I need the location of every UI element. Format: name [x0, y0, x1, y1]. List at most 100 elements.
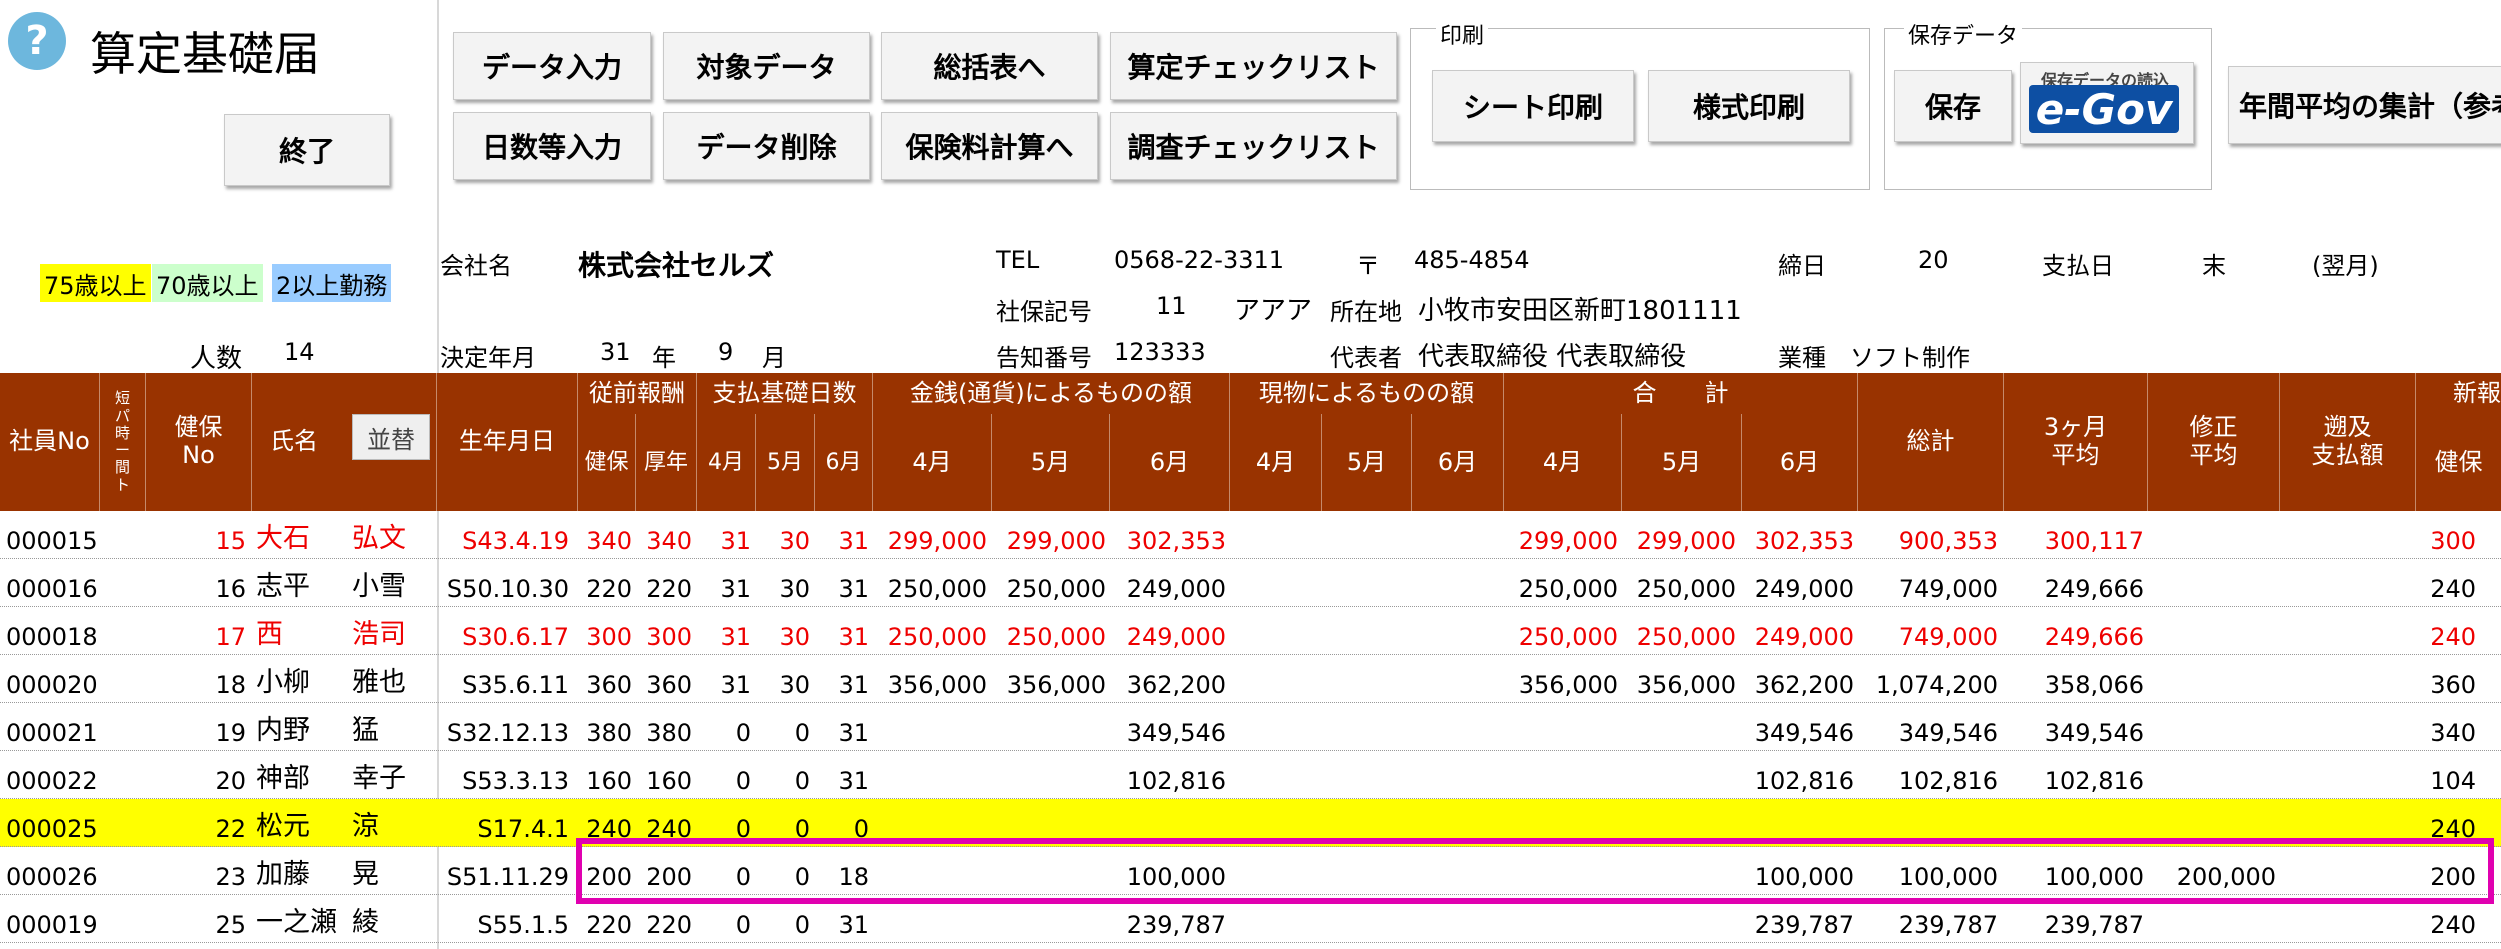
cell-emp-no: 000021 [6, 719, 98, 747]
exit-button[interactable]: 終了 [224, 114, 390, 186]
print-group [1410, 28, 1870, 190]
cell-money-apr: 356,000 [887, 671, 987, 699]
data-delete-button[interactable]: データ削除 [663, 112, 870, 180]
cell-days-apr: 31 [720, 575, 751, 603]
table-row[interactable]: 000019 25 一之瀬綾 S55.1.5 220 220 0 0 31 239,787 239,… [0, 895, 2501, 943]
cell-total-jun: 349,546 [1754, 719, 1854, 747]
target-data-button[interactable]: 対象データ [663, 32, 870, 100]
table-row[interactable]: 000021 19 内野 猛 S32.12.13 380 380 0 0 31 349,546 349… [0, 703, 2501, 751]
cell-days-jun: 31 [838, 623, 869, 651]
cell-avg3: 100,000 [2044, 863, 2144, 891]
survey-checklist-button[interactable]: 調査チェックリスト [1110, 112, 1397, 180]
cell-money-jun: 362,200 [1126, 671, 1226, 699]
cell-new-kenpo: 340 [2430, 719, 2476, 747]
days-input-button[interactable]: 日数等入力 [453, 112, 651, 180]
cell-money-may [992, 751, 1106, 799]
cell-emp-no: 000026 [6, 863, 98, 891]
month-unit: 月 [762, 344, 786, 372]
cell-fix-avg [2148, 703, 2276, 751]
cell-days-may: 30 [779, 671, 810, 699]
cell-total-apr: 250,000 [1518, 623, 1618, 651]
postal-label: 〒 [1356, 252, 1380, 280]
col-avg3: 3ヶ月 平均 [2004, 373, 2148, 511]
table-row[interactable]: 000018 17 西 浩司 S30.6.17 300 300 31 30 31 250,000 25… [0, 607, 2501, 655]
cell-last-name: 一之瀬 [256, 907, 337, 938]
col-days-apr: 4月 [697, 414, 756, 511]
notice-label: 告知番号 [996, 344, 1092, 372]
col-kenpo-no: 健保 No [146, 373, 252, 511]
cell-total-may [1622, 751, 1736, 799]
cell-first-name: 幸子 [352, 763, 406, 794]
cell-days-apr: 31 [720, 671, 751, 699]
cell-avg3: 102,816 [2044, 767, 2144, 795]
cell-fix-avg [2148, 655, 2276, 703]
cell-new-kenpo: 104 [2430, 767, 2476, 795]
cell-last-name: 西 [256, 619, 283, 650]
cell-retro [2280, 703, 2412, 751]
cell-kenpo-no: 17 [215, 623, 246, 651]
cell-prev-kosei: 300 [646, 623, 692, 651]
payday-value: 末 [2202, 252, 2226, 280]
cell-days-apr: 0 [735, 815, 751, 843]
insurance-code-kana: アアア [1234, 296, 1313, 326]
cell-money-may: 356,000 [1006, 671, 1106, 699]
cell-total-jun: 239,787 [1754, 911, 1854, 939]
save-button[interactable]: 保存 [1894, 70, 2012, 142]
cell-prev-kenpo: 300 [586, 623, 632, 651]
sort-button[interactable]: 並替 [352, 414, 430, 460]
cell-kenpo-no: 23 [215, 863, 246, 891]
cell-emp-no: 000019 [6, 911, 98, 939]
tel-value: 0568-22-3311 [1114, 246, 1285, 274]
cell-kenpo-no: 16 [215, 575, 246, 603]
calc-checklist-button[interactable]: 算定チェックリスト [1110, 32, 1397, 100]
cell-money-apr [873, 703, 987, 751]
table-row[interactable]: 000020 18 小柳 雅也 S35.6.11 360 360 31 30 31 356,000 3… [0, 655, 2501, 703]
grp-money: 金銭(通貨)によるものの額 [873, 373, 1230, 414]
egov-load-button[interactable]: 保存データの読込 e-Gov [2020, 62, 2194, 144]
to-premium-button[interactable]: 保険料計算へ [881, 112, 1098, 180]
col-new-kenpo: 健保 [2434, 447, 2483, 476]
insurance-code-label: 社保記号 [996, 298, 1092, 326]
cell-avg3: 358,066 [2044, 671, 2144, 699]
cell-sum: 349,546 [1898, 719, 1998, 747]
col-money-apr: 4月 [873, 414, 992, 511]
company-label: 会社名 [440, 252, 512, 280]
table-row[interactable]: 000022 20 神部 幸子 S53.3.13 160 160 0 0 31 102,816 102… [0, 751, 2501, 799]
cell-sum: 239,787 [1898, 911, 1998, 939]
cell-total-may: 250,000 [1636, 575, 1736, 603]
cell-days-apr: 31 [720, 527, 751, 555]
cell-money-jun: 302,353 [1126, 527, 1226, 555]
to-summary-button[interactable]: 総括表へ [881, 32, 1098, 100]
cell-prev-kenpo: 220 [586, 911, 632, 939]
cell-days-may: 30 [779, 527, 810, 555]
table-row[interactable]: 000015 15 大石 弘文 S43.4.19 340 340 31 30 31 299,000 2… [0, 511, 2501, 559]
cell-days-jun: 31 [838, 527, 869, 555]
cell-total-apr [1504, 703, 1618, 751]
cell-kenpo-no: 19 [215, 719, 246, 747]
cell-emp-no: 000016 [6, 575, 98, 603]
table-row[interactable]: 000016 16 志平 小雪 S50.10.30 220 220 31 30 31 250,000… [0, 559, 2501, 607]
sheet-print-button[interactable]: シート印刷 [1432, 70, 1634, 142]
cell-sum: 749,000 [1898, 623, 1998, 651]
cell-kenpo-no: 20 [215, 767, 246, 795]
cell-sum: 900,353 [1898, 527, 1998, 555]
annual-average-button[interactable]: 年間平均の集計（参考 [2228, 66, 2501, 144]
egov-logo-icon: e-Gov [2029, 85, 2179, 134]
cell-days-jun: 0 [853, 815, 869, 843]
cell-prev-kenpo: 360 [586, 671, 632, 699]
cell-first-name: 綾 [352, 907, 379, 938]
data-input-button[interactable]: データ入力 [453, 32, 651, 100]
legend-multi-work: 2以上勤務 [272, 264, 392, 302]
form-print-button[interactable]: 様式印刷 [1648, 70, 1850, 142]
table-row[interactable]: 000026 23 加藤 晃 S51.11.29 200 200 0 0 18 100,000 100… [0, 847, 2501, 895]
col-days-jun: 6月 [815, 414, 873, 511]
grp-total: 合 計 [1504, 373, 1858, 414]
col-name: 氏名 [252, 373, 437, 511]
representative-value: 代表取締役 代表取締役 [1418, 342, 1687, 372]
help-icon[interactable]: ? [8, 12, 66, 70]
cell-money-apr: 250,000 [887, 575, 987, 603]
cell-emp-no: 000020 [6, 671, 98, 699]
cell-retro [2280, 559, 2412, 607]
closing-label: 締日 [1778, 252, 1826, 280]
col-money-jun: 6月 [1110, 414, 1230, 511]
